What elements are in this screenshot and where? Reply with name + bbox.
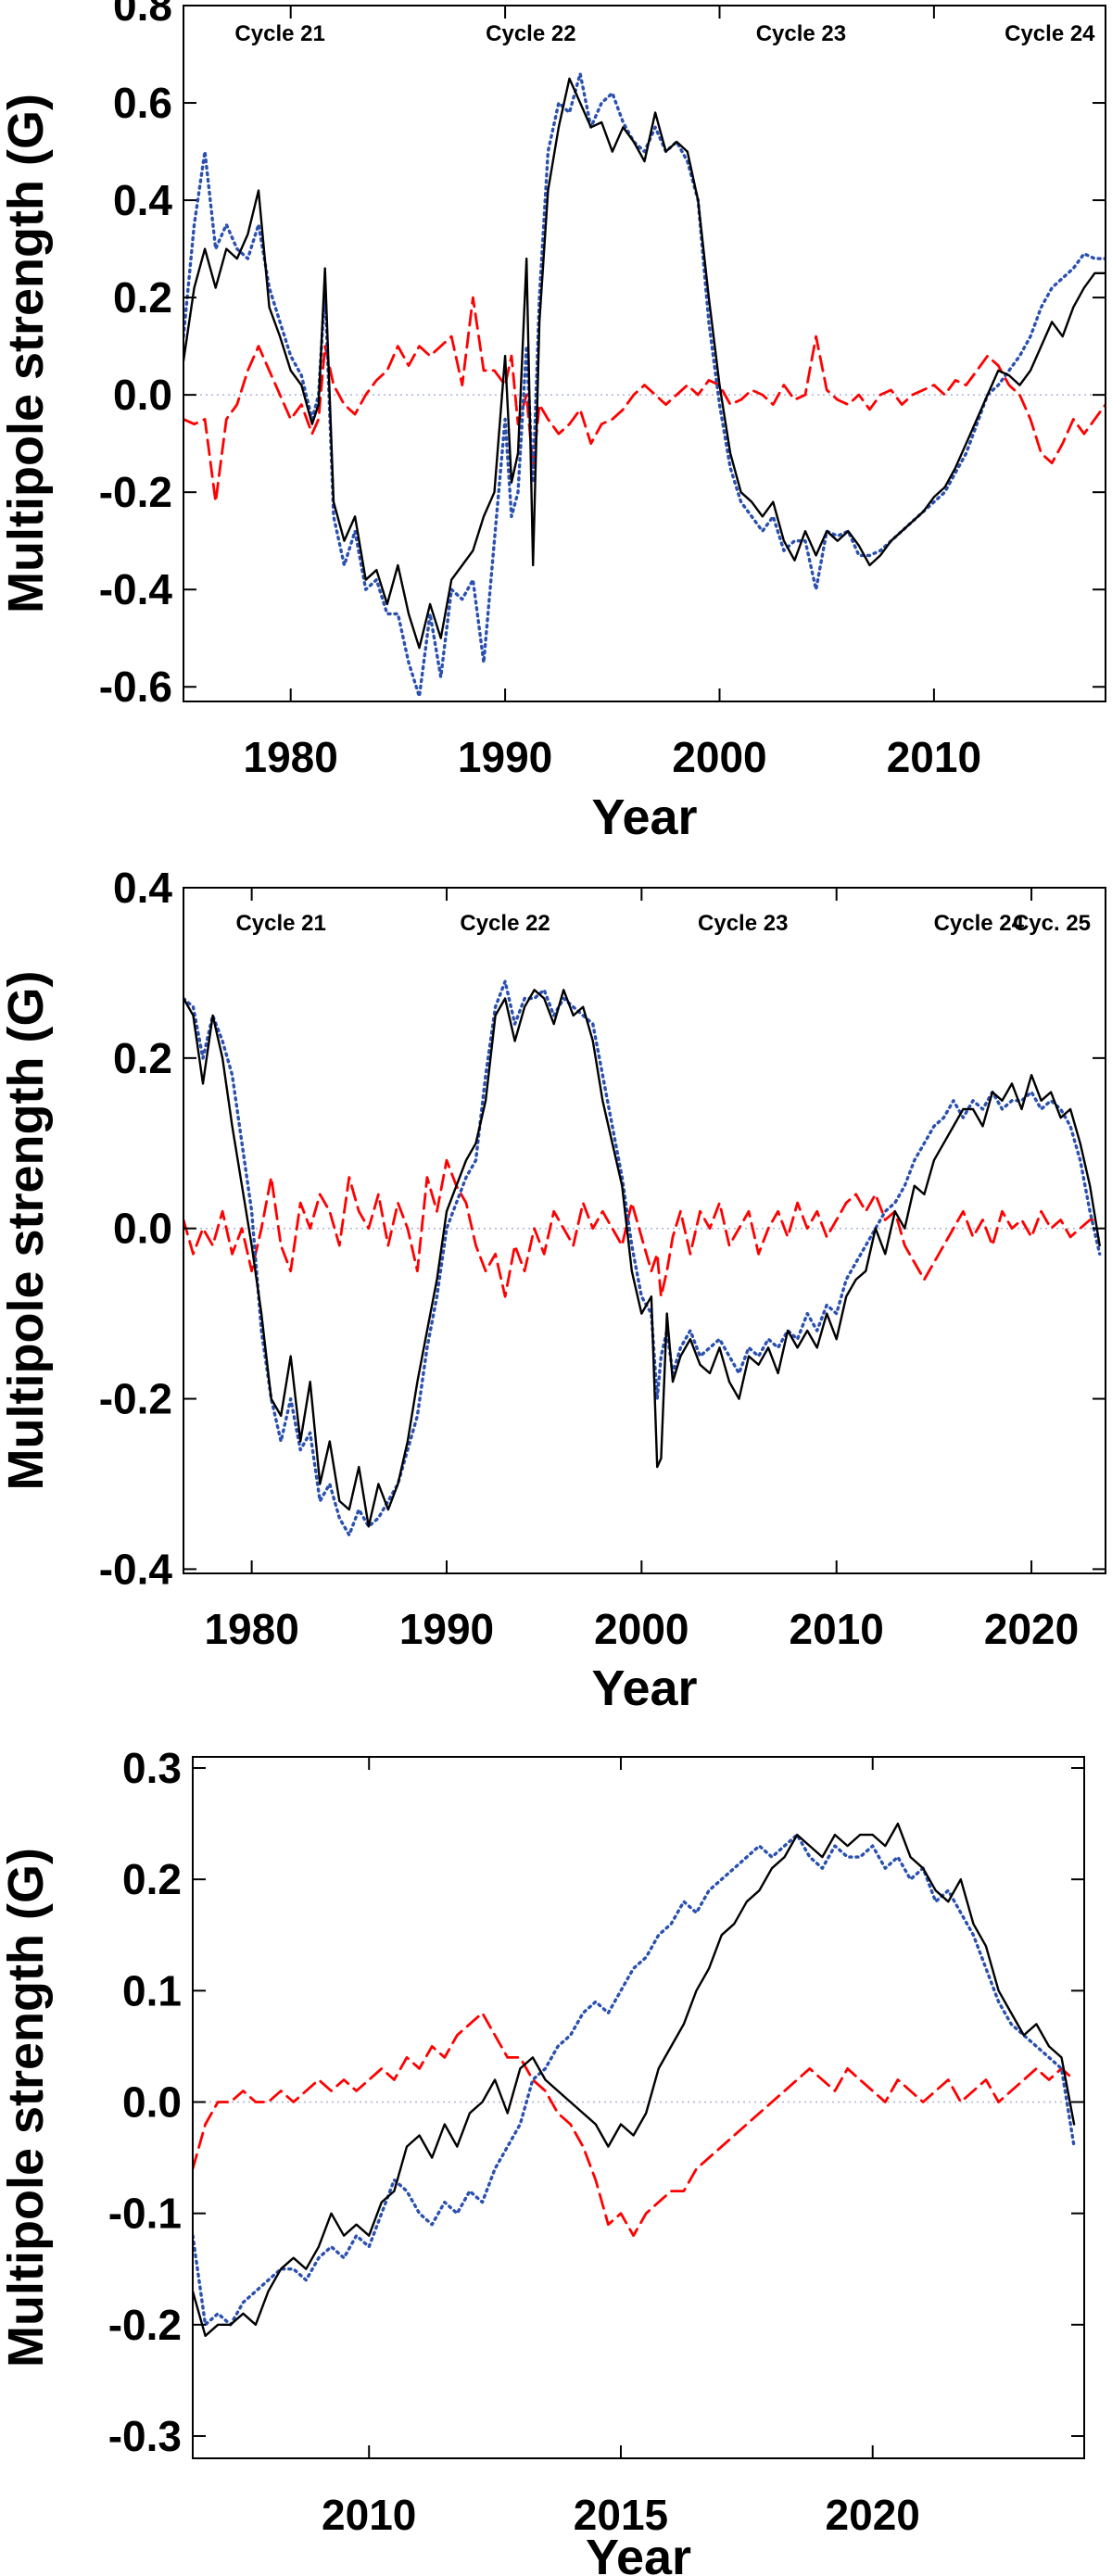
panel-1: 1980 1990 2000 2010 0.8 0.6 0.4 0.2 0.0 -0.2 -0.4 -… [0, 0, 1106, 845]
x-tick-label: 2000 [672, 733, 766, 781]
series-line-dashed [193, 2012, 1076, 2238]
series-line-solid [183, 989, 1101, 1528]
x-tick-label: 2000 [594, 1605, 689, 1653]
y-tick-label: -0.3 [108, 2412, 182, 2460]
series-group [183, 71, 1106, 699]
y-tick-label: 0.2 [113, 273, 172, 322]
x-tick-label: 2010 [790, 1605, 884, 1653]
x-tick-label: 1990 [399, 1605, 494, 1653]
y-tick-label: -0.6 [99, 663, 172, 711]
plot-frame [192, 1756, 1085, 2459]
cycle-label: Cycle 23 [698, 911, 788, 936]
y-tick-label: -0.2 [99, 1375, 172, 1423]
cycle-label: Cycle 21 [234, 21, 324, 46]
cycle-label: Cycle 23 [756, 21, 846, 46]
plot-frame [183, 5, 1106, 702]
y-tick-label: 0.3 [122, 1744, 182, 1792]
x-tick-label: 1980 [244, 733, 338, 781]
y-tick-label: -0.1 [108, 2190, 182, 2238]
y-tick-label: 0.2 [122, 1855, 182, 1903]
y-tick-label: 0.6 [113, 79, 172, 127]
cycle-label: Cycle 22 [460, 911, 550, 936]
y-tick-label: -0.2 [99, 468, 172, 516]
x-tick-label: 2010 [887, 733, 981, 781]
cycle-label: Cycle 24 [934, 911, 1025, 936]
panel-2: 1980 1990 2000 2010 2020 0.4 0.2 0.0 -0.2 -0.4 Yea… [0, 864, 1106, 1716]
y-axis-title: Multipole strength (G) [0, 94, 54, 613]
series-line-dashed [183, 296, 1106, 504]
x-axis-title: Year [591, 789, 697, 845]
y-tick-label: 0.1 [122, 1966, 182, 2014]
y-axis-title: Multipole strength (G) [0, 971, 54, 1491]
x-tick-label: 1980 [204, 1605, 298, 1653]
x-tick-label: 2010 [322, 2491, 416, 2539]
cycle-label: Cycle 24 [1005, 21, 1095, 46]
cycle-label: Cycle 22 [486, 21, 575, 46]
y-tick-label: -0.4 [99, 1545, 173, 1593]
y-tick-label: 0.0 [122, 2077, 182, 2126]
panel-3: 2010 2015 2020 0.3 0.2 0.1 0.0 -0.1 -0.2 -0.3 Year… [0, 1744, 1085, 2576]
y-tick-label: 0.0 [113, 1205, 172, 1253]
series-line-solid [183, 77, 1106, 650]
y-tick-label: 0.2 [113, 1034, 172, 1082]
series-line-dotted [193, 1833, 1076, 2327]
y-tick-label: -0.4 [99, 565, 173, 613]
x-axis-title: Year [586, 2530, 691, 2576]
series-line-solid [193, 1822, 1076, 2337]
y-tick-label: 0.4 [113, 176, 172, 224]
x-tick-label: 1990 [458, 733, 552, 781]
series-group [193, 1822, 1076, 2337]
x-axis-title: Year [591, 1661, 697, 1716]
series-line-dashed [183, 1158, 1102, 1298]
y-axis-title: Multipole strength (G) [0, 1848, 54, 2368]
cycle-label: Cycle 21 [235, 911, 325, 936]
y-tick-label: 0.8 [113, 0, 172, 30]
y-tick-label: -0.2 [108, 2301, 182, 2349]
series-line-dotted [183, 979, 1102, 1537]
cycle-label: Cyc. 25 [1013, 911, 1091, 936]
x-tick-label: 2020 [984, 1605, 1079, 1653]
x-tick-label: 2020 [826, 2491, 920, 2539]
y-tick-label: 0.0 [113, 371, 172, 419]
y-tick-label: 0.4 [113, 864, 172, 912]
plot-frame [183, 887, 1106, 1574]
series-group [183, 979, 1102, 1537]
x-tick-label: 2015 [574, 2491, 668, 2539]
